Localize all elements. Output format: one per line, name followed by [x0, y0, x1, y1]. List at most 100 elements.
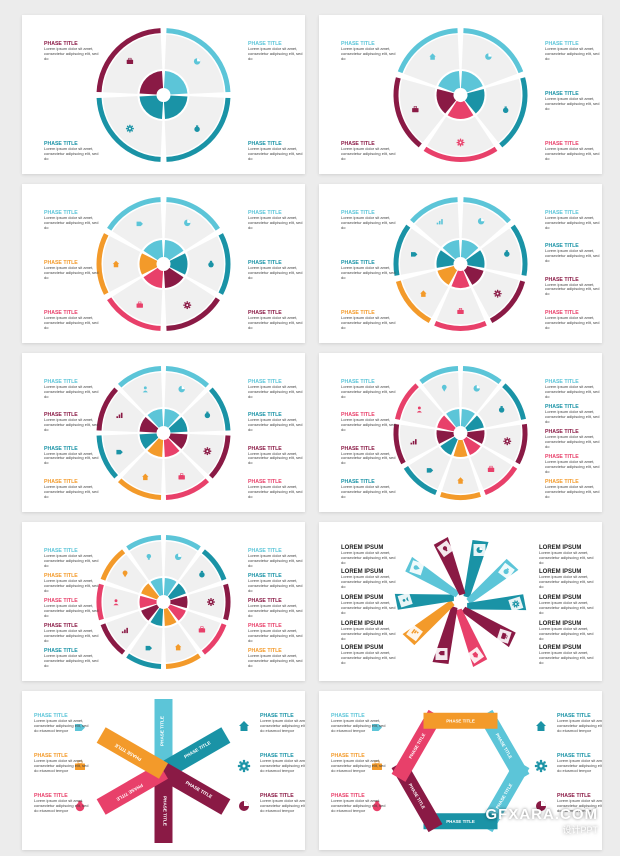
phase-title: PHASE TITLE — [44, 260, 78, 266]
phase-title: PHASE TITLE — [248, 598, 282, 604]
phase-label: LOREM IPSUM Lorem ipsum dolor sit amet, c… — [539, 595, 597, 615]
phase-title: PHASE TITLE — [248, 379, 282, 385]
pinwheel-hub — [454, 596, 467, 608]
phase-description: Lorem ipsum dolor sit amet, consectetur … — [545, 459, 600, 474]
segment — [393, 77, 457, 148]
phase-title: LOREM IPSUM — [539, 569, 582, 575]
segment — [96, 95, 164, 162]
phase-description: Lorem ipsum dolor sit amet, consectetur … — [248, 653, 303, 668]
phase-title: PHASE TITLE — [44, 310, 78, 316]
phase-title: PHASE TITLE — [44, 41, 78, 47]
ribbon-segment: PHASE TITLE — [478, 709, 530, 782]
pinwheel-arm — [466, 558, 519, 605]
house-icon — [457, 477, 464, 484]
phase-description: Lorem ipsum dolor sit amet, consectetur … — [341, 626, 396, 641]
phase-title: LOREM IPSUM — [341, 621, 384, 627]
phase-description: Lorem ipsum dolor sit amet, consectetur … — [341, 315, 396, 330]
segment — [460, 366, 502, 428]
phase-description: Lorem ipsum dolor sit amet, consectetur … — [34, 798, 89, 813]
phase-title: PHASE TITLE — [545, 404, 579, 410]
house-icon — [429, 53, 436, 60]
phase-description: Lorem ipsum dolor sit amet, consectetur … — [331, 758, 386, 773]
pinwheel-arm — [467, 594, 527, 612]
segment — [96, 233, 158, 295]
slide-8-segment-circle: PHASE TITLE Lorem ipsum dolor sit amet, c… — [22, 353, 305, 512]
phase-title: PHASE TITLE — [545, 41, 579, 47]
segment — [126, 535, 164, 597]
money-bag-icon — [498, 406, 505, 413]
phase-title: PHASE TITLE — [341, 41, 375, 47]
phase-description: Lorem ipsum dolor sit amet, consectetur … — [44, 417, 99, 432]
phase-description: Lorem ipsum dolor sit amet, consectetur … — [248, 578, 303, 593]
phase-description: Lorem ipsum dolor sit amet, consectetur … — [557, 798, 602, 813]
user-icon — [416, 406, 422, 413]
phase-description: Lorem ipsum dolor sit amet, consectetur … — [545, 215, 600, 230]
segment — [163, 535, 201, 597]
location-pin-icon — [413, 565, 420, 570]
phase-title: PHASE TITLE — [545, 276, 579, 283]
segment — [393, 423, 455, 465]
pie-chart-icon — [476, 547, 483, 553]
phase-title: PHASE TITLE — [341, 210, 375, 216]
phase-title: PHASE TITLE — [545, 141, 579, 147]
phase-description: Lorem ipsum dolor sit amet, consectetur … — [44, 215, 99, 230]
phase-description: Lorem ipsum dolor sit amet, consectetur … — [44, 653, 99, 668]
segment — [466, 423, 528, 465]
phase-description: Lorem ipsum dolor sit amet, consectetur … — [341, 574, 396, 589]
phase-label: LOREM IPSUM Lorem ipsum dolor sit amet, c… — [341, 569, 399, 589]
phase-description: Lorem ipsum dolor sit amet, consectetur … — [44, 265, 99, 280]
phase-description: Lorem ipsum dolor sit amet, consectetur … — [248, 417, 303, 432]
circle-diagram — [96, 197, 231, 331]
phase-description: Lorem ipsum dolor sit amet, consectetur … — [545, 384, 600, 399]
segment — [107, 267, 164, 331]
phase-description: Lorem ipsum dolor sit amet, consectetur … — [44, 603, 99, 618]
pie-chart-icon — [184, 219, 191, 227]
bulb-icon — [442, 546, 448, 552]
segment — [96, 387, 159, 433]
pinwheel-arm — [405, 556, 460, 598]
ribbon-segment: PHASE TITLE — [423, 712, 498, 729]
phase-title: PHASE TITLE — [44, 479, 78, 485]
asterisk-bar: PHASE TITLE — [154, 771, 173, 843]
phase-title: PHASE TITLE — [341, 260, 375, 266]
watermark-brand: GFXARA.COM — [485, 806, 598, 823]
phase-description: Lorem ipsum dolor sit amet, consectetur … — [539, 550, 594, 565]
segment — [423, 100, 498, 162]
briefcase-icon — [412, 106, 419, 113]
segment — [100, 604, 160, 655]
phase-title: PHASE TITLE — [44, 648, 78, 654]
briefcase-icon — [75, 760, 85, 770]
phase-description: Lorem ipsum dolor sit amet, consectetur … — [248, 628, 303, 643]
phase-title: PHASE TITLE — [44, 623, 78, 629]
money-bag-icon — [208, 260, 214, 268]
phase-description: Lorem ipsum dolor sit amet, consectetur … — [248, 484, 303, 499]
ribbon-segment: PHASE TITLE — [391, 709, 443, 782]
bar-chart-icon — [436, 219, 443, 225]
phase-description: Lorem ipsum dolor sit amet, consectetur … — [545, 409, 600, 424]
watermark: GFXARA.COM 设计PPT — [486, 806, 599, 836]
house-icon — [174, 643, 182, 651]
phase-title: PHASE TITLE — [341, 379, 375, 385]
phase-description: Lorem ipsum dolor sit amet, consectetur … — [44, 146, 99, 161]
circle-diagram — [96, 535, 231, 669]
pie-chart-icon — [485, 53, 492, 60]
circle-diagram — [393, 197, 528, 331]
segment — [168, 387, 231, 433]
phase-description: Lorem ipsum dolor sit amet, consectetur … — [545, 434, 600, 449]
circle-diagram — [96, 366, 231, 500]
